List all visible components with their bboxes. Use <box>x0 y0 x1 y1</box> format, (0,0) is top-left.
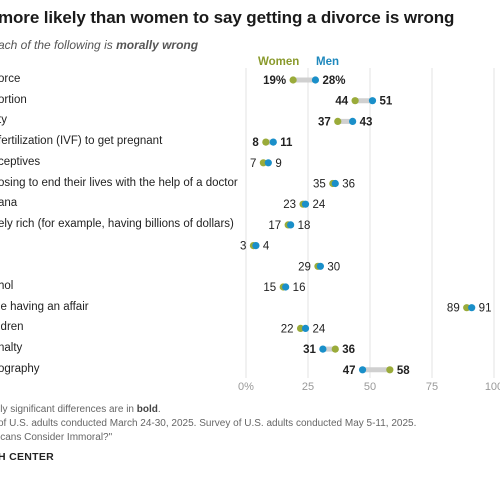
women-dot <box>334 117 342 125</box>
note-source: of U.S. adults conducted March 24-30, 20… <box>0 418 417 429</box>
value-label-high: 24 <box>313 199 326 211</box>
row-label: ty <box>0 114 7 127</box>
value-label-low: 29 <box>298 261 311 273</box>
value-label-high: 43 <box>360 116 373 128</box>
women-dot <box>351 97 359 105</box>
value-label-high: 30 <box>327 261 340 273</box>
row-label: ortion <box>0 93 27 106</box>
value-label-high: 91 <box>479 303 492 315</box>
row-label: le having an affair <box>0 300 89 313</box>
men-dot <box>252 242 260 250</box>
value-label-high: 24 <box>313 323 326 335</box>
value-label-high: 4 <box>263 241 270 253</box>
x-tick-label: 100 <box>485 381 500 393</box>
women-dot <box>262 138 270 146</box>
value-label-low: 37 <box>318 116 331 128</box>
value-label-high: 36 <box>342 344 355 356</box>
men-dot <box>319 345 327 353</box>
women-dot <box>386 366 394 374</box>
value-label-high: 51 <box>379 96 392 108</box>
row-label: ana <box>0 197 18 210</box>
x-tick-label: 75 <box>426 381 438 393</box>
value-label-low: 89 <box>447 303 460 315</box>
value-label-high: 36 <box>342 179 355 191</box>
women-dot <box>463 304 471 312</box>
men-dot <box>301 200 310 208</box>
legend-women: Women <box>258 56 300 68</box>
value-label-high: 28% <box>322 75 345 87</box>
note-report: icans Consider Immoral?" <box>0 432 113 443</box>
note-significance-bold: bold <box>136 404 158 415</box>
men-dot <box>282 283 290 291</box>
row-label: ldren <box>0 321 24 334</box>
men-dot <box>331 179 339 188</box>
row-label: ography <box>0 362 40 375</box>
value-label-low: 35 <box>313 179 326 191</box>
chart-subtitle: ach of the following is morally wrong <box>0 38 198 52</box>
women-dot <box>331 345 339 353</box>
value-label-low: 7 <box>250 158 256 170</box>
value-label-high: 9 <box>275 158 281 170</box>
subtitle-prefix: ach of the following is <box>0 38 117 52</box>
row-label: ceptives <box>0 155 41 168</box>
men-dot <box>468 304 476 312</box>
legend-men: Men <box>316 56 339 68</box>
row-label: nalty <box>0 342 23 355</box>
men-dot <box>349 117 357 125</box>
row-label: hol <box>0 280 14 292</box>
men-dot <box>301 324 310 332</box>
value-label-low: 47 <box>343 365 356 377</box>
value-label-low: 19% <box>263 75 286 87</box>
women-dot <box>289 76 297 84</box>
brand-logo-text: H CENTER <box>0 451 55 463</box>
value-label-low: 31 <box>303 344 316 356</box>
row-label: osing to end their lives with the help o… <box>0 176 238 189</box>
men-dot <box>287 221 295 229</box>
row-label: fertilization (IVF) to get pregnant <box>0 135 163 148</box>
value-label-high: 58 <box>397 365 410 377</box>
value-label-low: 23 <box>283 199 296 211</box>
x-tick-label: 0% <box>238 381 254 393</box>
men-dot <box>311 76 320 84</box>
men-dot <box>264 159 272 167</box>
note-significance-text: lly significant differences are in <box>0 404 137 415</box>
value-label-high: 18 <box>298 220 311 232</box>
value-label-low: 3 <box>240 241 246 253</box>
men-dot <box>316 262 324 270</box>
value-label-low: 22 <box>281 323 294 335</box>
value-label-high: 16 <box>293 282 306 294</box>
value-label-high: 11 <box>280 137 293 149</box>
value-label-low: 8 <box>252 137 259 149</box>
women-dot <box>296 324 305 332</box>
value-label-low: 17 <box>268 220 281 232</box>
value-label-low: 44 <box>335 96 348 108</box>
women-dot <box>259 159 267 167</box>
men-dot <box>368 97 377 105</box>
note-significance: lly significant differences are in bold. <box>0 404 161 415</box>
row-label: ely rich (for example, having billions o… <box>0 217 234 230</box>
men-dot <box>358 366 367 374</box>
value-label-low: 15 <box>263 282 276 294</box>
chart-title: more likely than women to say getting a … <box>0 8 455 27</box>
x-tick-label: 25 <box>302 381 314 393</box>
subtitle-emphasis: morally wrong <box>116 38 199 52</box>
men-dot <box>269 138 277 146</box>
x-tick-label: 50 <box>364 381 376 393</box>
row-label: orce <box>0 73 21 85</box>
